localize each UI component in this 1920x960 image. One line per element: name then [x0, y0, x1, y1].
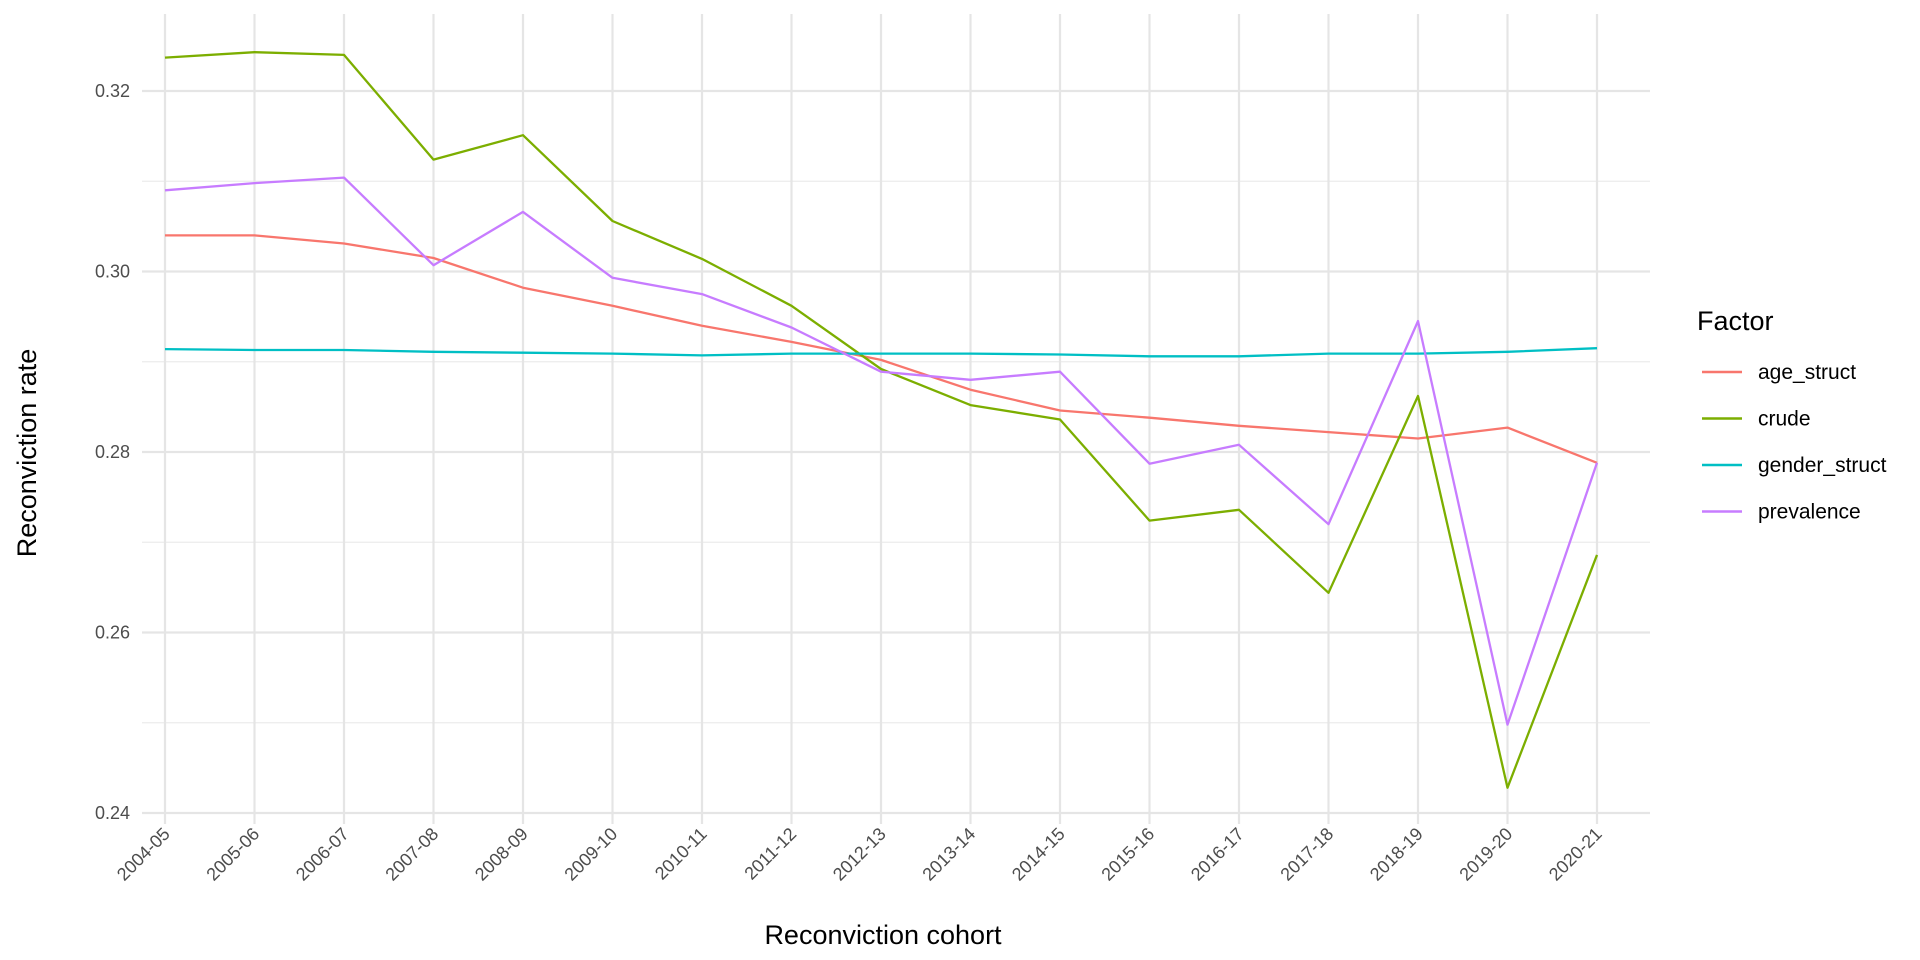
- series-line-gender-struct: [164, 347, 1598, 358]
- y-tick-label: 0.30: [95, 262, 130, 282]
- y-tick-label: 0.32: [95, 81, 130, 101]
- legend-label-gender-struct: gender_struct: [1758, 454, 1887, 477]
- y-tick-label: 0.26: [95, 623, 130, 643]
- y-tick-label: 0.28: [95, 442, 130, 462]
- series-line-age-struct: [165, 234, 1598, 464]
- x-tick-label: 2004-05: [113, 824, 174, 885]
- x-tick-label: 2017-18: [1276, 824, 1337, 885]
- x-tick-label: 2012-13: [829, 824, 890, 885]
- legend-label-crude: crude: [1758, 408, 1811, 431]
- legend-title: Factor: [1697, 306, 1774, 336]
- x-tick-label: 2019-20: [1455, 824, 1516, 885]
- x-tick-label: 2013-14: [918, 824, 979, 885]
- x-tick-label: 2015-16: [1097, 824, 1158, 885]
- x-axis-title: Reconviction cohort: [764, 920, 1002, 950]
- legend-label-prevalence: prevalence: [1758, 501, 1861, 524]
- series-lines: [164, 51, 1599, 789]
- y-tick-labels: 0.24 0.26 0.28 0.30 0.32: [95, 81, 130, 823]
- x-tick-label: 2009-10: [560, 824, 621, 885]
- series-line-prevalence: [164, 176, 1599, 726]
- x-tick-labels: 2004-05 2005-06 2006-07 2007-08 2008-09 2009-…: [113, 824, 1606, 885]
- grid-lines: [142, 14, 1650, 824]
- legend-label-age-struct: age_struct: [1758, 361, 1856, 384]
- x-tick-label: 2011-12: [740, 824, 800, 884]
- x-tick-label: 2018-19: [1366, 824, 1427, 885]
- x-tick-label: 2006-07: [292, 824, 353, 885]
- series-line-crude: [164, 51, 1599, 789]
- x-tick-label: 2016-17: [1187, 824, 1248, 885]
- y-tick-label: 0.24: [95, 803, 130, 823]
- x-tick-label: 2020-21: [1545, 824, 1606, 885]
- x-tick-label: 2008-09: [471, 824, 532, 885]
- x-tick-label: 2010-11: [651, 824, 711, 884]
- y-axis-title: Reconviction rate: [12, 349, 42, 558]
- x-tick-label: 2014-15: [1008, 824, 1069, 885]
- x-tick-label: 2005-06: [202, 824, 263, 885]
- x-tick-label: 2007-08: [381, 824, 442, 885]
